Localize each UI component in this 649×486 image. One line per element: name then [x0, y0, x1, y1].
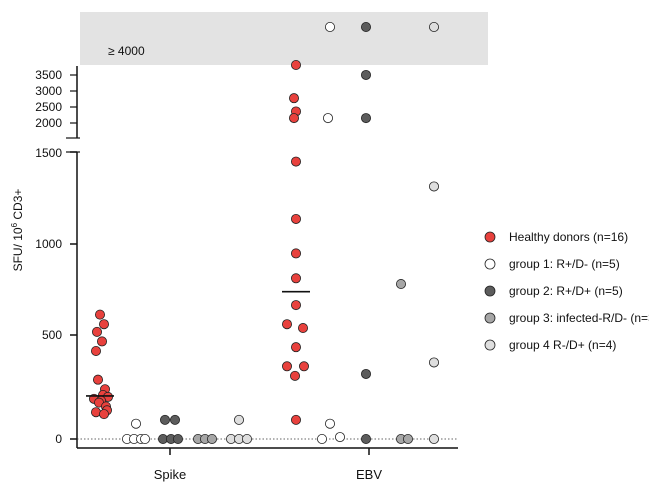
data-point-healthy: [290, 300, 301, 311]
data-point-g1: [322, 113, 333, 124]
data-point-healthy: [298, 361, 309, 372]
data-point-healthy: [97, 336, 108, 347]
y-axis-label: SFU/ 106 CD3+: [10, 189, 25, 272]
data-point-healthy: [289, 370, 300, 381]
data-point-healthy: [95, 309, 106, 320]
data-point-healthy: [290, 213, 301, 224]
data-point-g2: [159, 414, 170, 425]
y-tick-label: 3000: [35, 84, 62, 98]
data-point-healthy: [288, 93, 299, 104]
data-point-g3: [206, 433, 217, 444]
legend-marker: [484, 339, 496, 351]
data-point-g4: [428, 357, 439, 368]
legend-marker: [484, 231, 496, 243]
data-point-g2: [360, 433, 371, 444]
median-lines: [86, 290, 310, 397]
axes: [66, 66, 458, 455]
data-point-g2: [360, 368, 371, 379]
data-point-g2: [172, 433, 183, 444]
y-ticks-lower: 0 500 1000 1500: [35, 146, 62, 446]
data-point-g2: [169, 414, 180, 425]
data-point-g3: [402, 433, 413, 444]
data-point-g2: [360, 21, 371, 32]
data-point-g4: [233, 414, 244, 425]
data-point-g4: [241, 433, 252, 444]
legend-label: group 2: R+/D+ (n=5): [509, 284, 623, 298]
data-point-healthy: [281, 361, 292, 372]
y-ticks-upper: 2000 2500 3000 3500: [35, 68, 62, 130]
data-point-healthy: [297, 323, 308, 334]
data-point-g1: [324, 418, 335, 429]
overflow-band: [80, 12, 488, 65]
data-point-healthy: [290, 248, 301, 259]
data-point-g4: [428, 433, 439, 444]
data-point-g1: [316, 433, 327, 444]
y-tick-label: 0: [55, 432, 62, 446]
data-point-healthy: [93, 374, 104, 385]
data-point-g2: [360, 69, 371, 80]
legend-label: group 3: infected-R/D- (n=3): [509, 311, 649, 325]
legend-marker: [484, 258, 496, 270]
data-point-healthy: [290, 414, 301, 425]
data-point-healthy: [290, 273, 301, 284]
y-tick-label: 1000: [35, 237, 62, 251]
y-tick-label: 2500: [35, 100, 62, 114]
data-points: [89, 21, 439, 444]
legend-label: group 4 R-/D+ (n=4): [509, 338, 616, 352]
data-point-healthy: [281, 319, 292, 330]
data-point-healthy: [91, 345, 102, 356]
y-tick-label: 2000: [35, 116, 62, 130]
data-point-healthy: [288, 113, 299, 124]
legend-marker: [484, 285, 496, 297]
x-category-label: EBV: [356, 467, 382, 482]
data-point-g3: [395, 279, 406, 290]
y-tick-label: 3500: [35, 68, 62, 82]
band-label: ≥ 4000: [108, 44, 145, 58]
y-tick-label: 500: [42, 328, 62, 342]
data-point-g1: [324, 21, 335, 32]
data-point-g4: [428, 181, 439, 192]
data-point-healthy: [92, 326, 103, 337]
data-point-healthy: [290, 60, 301, 71]
data-point-healthy: [99, 319, 110, 330]
x-category-label: Spike: [154, 467, 187, 482]
y-tick-label: 1500: [35, 146, 62, 160]
data-point-healthy: [99, 409, 110, 420]
data-point-g1: [130, 418, 141, 429]
data-point-healthy: [290, 156, 301, 167]
data-point-g4: [428, 21, 439, 32]
data-point-healthy: [290, 342, 301, 353]
legend-label: Healthy donors (n=16): [509, 230, 628, 244]
legend-label: group 1: R+/D- (n=5): [509, 257, 620, 271]
data-point-g2: [360, 113, 371, 124]
data-point-g1: [334, 432, 345, 443]
legend-marker: [484, 312, 496, 324]
legend: Healthy donors (n=16) group 1: R+/D- (n=…: [484, 230, 649, 352]
data-point-g1: [139, 433, 150, 444]
